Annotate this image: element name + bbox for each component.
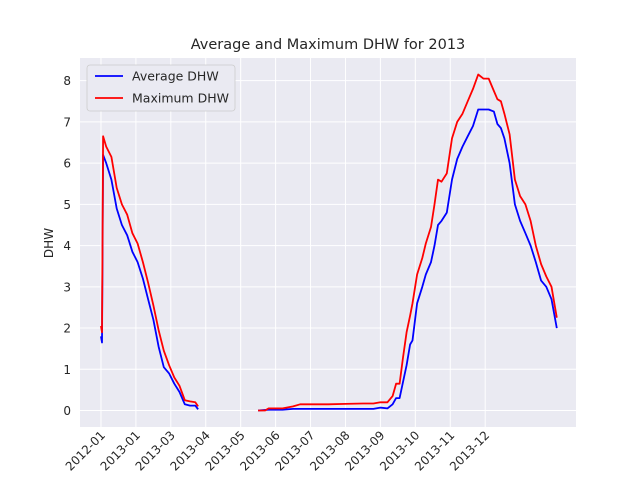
y-tick-label: 2 <box>63 322 71 336</box>
y-axis-label: DHW <box>42 228 56 258</box>
y-tick-label: 6 <box>63 157 71 171</box>
maximum-dhw-line <box>100 135 199 407</box>
y-tick-label: 3 <box>63 280 71 294</box>
legend-label-average: Average DHW <box>132 69 219 84</box>
average-dhw-line <box>258 108 558 412</box>
y-tick-label: 7 <box>63 115 71 129</box>
y-axis: 0 1 2 3 4 5 6 7 8 <box>63 74 71 418</box>
series-lines <box>100 73 558 412</box>
chart-title: Average and Maximum DHW for 2013 <box>191 37 466 53</box>
y-tick-label: 0 <box>63 404 71 418</box>
legend: Average DHW Maximum DHW <box>86 64 236 112</box>
y-tick-label: 4 <box>63 239 71 253</box>
y-tick-label: 1 <box>63 363 71 377</box>
average-dhw-line <box>100 154 199 410</box>
y-tick-label: 8 <box>63 74 71 88</box>
legend-box <box>86 64 236 112</box>
y-tick-label: 5 <box>63 198 71 212</box>
plot-area <box>80 58 576 427</box>
legend-label-maximum: Maximum DHW <box>132 91 229 106</box>
maximum-dhw-line <box>258 73 558 412</box>
